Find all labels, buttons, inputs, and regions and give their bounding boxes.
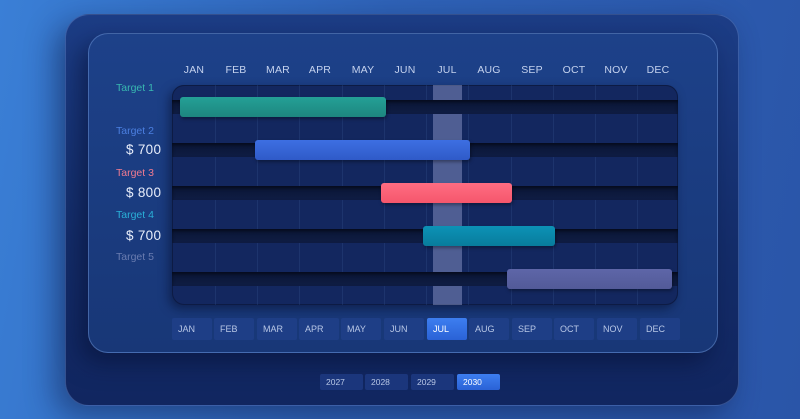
- target-4-bar[interactable]: [423, 226, 555, 246]
- year-button-2030[interactable]: 2030: [457, 374, 500, 390]
- month-button-aug[interactable]: AUG: [469, 318, 509, 340]
- target-2-bar[interactable]: [255, 140, 470, 160]
- month-button-nov[interactable]: NOV: [597, 318, 637, 340]
- target-1-label: Target 1: [116, 82, 154, 94]
- month-button-jan[interactable]: JAN: [172, 318, 212, 340]
- month-button-feb[interactable]: FEB: [214, 318, 254, 340]
- month-header: JUN: [394, 64, 416, 76]
- target-2-label: Target 2: [116, 125, 154, 137]
- month-header: FEB: [225, 64, 247, 76]
- month-header: OCT: [562, 64, 586, 76]
- target-1-bar[interactable]: [180, 97, 386, 117]
- year-button-2029[interactable]: 2029: [411, 374, 454, 390]
- month-button-mar[interactable]: MAR: [257, 318, 297, 340]
- month-button-oct[interactable]: OCT: [554, 318, 594, 340]
- month-button-jul[interactable]: JUL: [427, 318, 467, 340]
- month-header: JUL: [437, 64, 457, 76]
- year-button-2028[interactable]: 2028: [365, 374, 408, 390]
- month-header: NOV: [604, 64, 628, 76]
- target-3-label: Target 3: [116, 167, 154, 179]
- month-button-dec[interactable]: DEC: [640, 318, 680, 340]
- target-2-amount: $ 700: [126, 142, 162, 157]
- year-button-2027[interactable]: 2027: [320, 374, 363, 390]
- month-header: MAR: [266, 64, 290, 76]
- month-button-jun[interactable]: JUN: [384, 318, 424, 340]
- target-3-bar[interactable]: [381, 183, 512, 203]
- month-header: SEP: [521, 64, 543, 76]
- gantt-chart: [172, 85, 678, 305]
- target-4-amount: $ 700: [126, 228, 162, 243]
- target-5-label: Target 5: [116, 251, 154, 263]
- target-5-bar[interactable]: [507, 269, 672, 289]
- month-header: MAY: [351, 64, 375, 76]
- target-3-amount: $ 800: [126, 185, 162, 200]
- target-4-label: Target 4: [116, 209, 154, 221]
- month-header: AUG: [477, 64, 501, 76]
- month-button-may[interactable]: MAY: [341, 318, 381, 340]
- month-header: JAN: [183, 64, 205, 76]
- month-header: DEC: [646, 64, 670, 76]
- month-button-sep[interactable]: SEP: [512, 318, 552, 340]
- month-button-apr[interactable]: APR: [299, 318, 339, 340]
- month-header: APR: [308, 64, 332, 76]
